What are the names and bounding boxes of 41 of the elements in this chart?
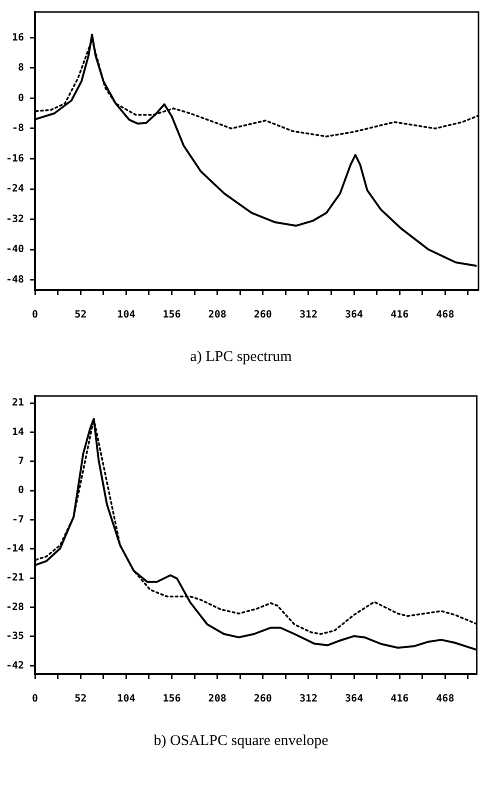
x-tick-label: 312: [299, 310, 318, 321]
y-tick-label: 0: [18, 92, 24, 104]
x-tick-label: 0: [32, 694, 38, 705]
y-tick-label: -14: [6, 544, 24, 555]
x-tick-label: 260: [254, 694, 272, 705]
x-tick-label: 260: [254, 310, 272, 321]
y-tick-label: -48: [6, 274, 24, 286]
y-tick-label: 14: [12, 426, 24, 438]
x-tick-label: 364: [345, 694, 364, 705]
text: a) LPC spectrum: [189, 349, 293, 366]
y-tick-label: -35: [6, 631, 24, 642]
x-tick-label: 0: [32, 310, 38, 321]
x-tick-label: 52: [74, 310, 87, 321]
x-tick-label: 208: [208, 310, 226, 321]
y-tick-label: 8: [18, 62, 24, 74]
y-tick-label: -32: [6, 214, 24, 225]
y-tick-label: -7: [12, 514, 24, 526]
x-tick-label: 156: [162, 310, 181, 321]
x-tick-label: 468: [436, 310, 454, 321]
y-tick-label: 0: [18, 485, 24, 496]
y-tick-label: -40: [6, 244, 24, 256]
x-tick-label: 416: [390, 694, 409, 705]
y-tick-label: -8: [12, 123, 24, 134]
x-tick-label: 364: [345, 310, 364, 321]
x-tick-label: 104: [117, 310, 136, 321]
y-tick-label: 7: [18, 456, 24, 468]
x-tick-label: 312: [299, 694, 318, 705]
x-tick-label: 416: [390, 310, 409, 321]
y-tick-label: -42: [6, 660, 24, 672]
x-tick-label: 156: [162, 694, 181, 705]
x-tick-label: 104: [117, 694, 136, 705]
y-tick-label: -24: [6, 184, 24, 195]
y-tick-label: -16: [6, 153, 24, 164]
text: b) OSALPC square envelope: [152, 733, 330, 750]
y-tick-label: -21: [6, 572, 24, 584]
y-tick-label: -28: [6, 602, 24, 613]
x-tick-label: 52: [74, 694, 87, 705]
y-tick-label: 21: [12, 398, 24, 409]
x-tick-label: 468: [436, 694, 454, 705]
y-tick-label: 16: [12, 32, 24, 44]
x-tick-label: 208: [208, 694, 226, 705]
